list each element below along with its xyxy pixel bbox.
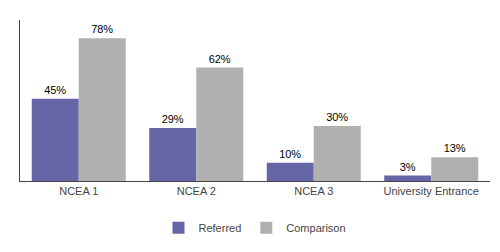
svg-text:13%: 13% — [444, 142, 466, 154]
svg-text:NCEA 1: NCEA 1 — [59, 185, 98, 197]
svg-text:University Entrance: University Entrance — [384, 185, 479, 197]
svg-text:62%: 62% — [209, 53, 231, 65]
svg-text:78%: 78% — [91, 23, 113, 35]
svg-text:45%: 45% — [44, 84, 66, 96]
svg-text:NCEA 3: NCEA 3 — [294, 185, 333, 197]
svg-text:3%: 3% — [400, 161, 416, 173]
svg-text:NCEA 2: NCEA 2 — [177, 185, 216, 197]
svg-text:Referred: Referred — [199, 222, 242, 234]
svg-text:30%: 30% — [326, 111, 348, 123]
svg-text:10%: 10% — [279, 148, 301, 160]
svg-text:Comparison: Comparison — [286, 222, 345, 234]
svg-text:29%: 29% — [162, 113, 184, 125]
